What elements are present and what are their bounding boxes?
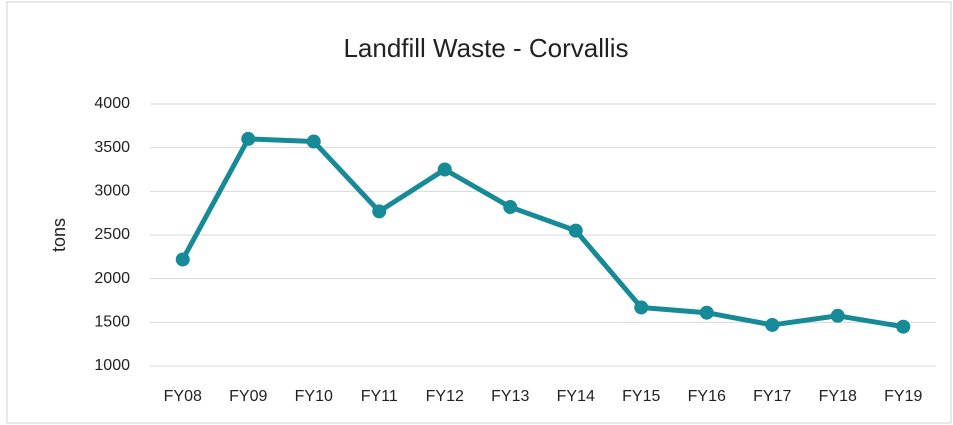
data-point [175,252,190,267]
data-point [306,134,321,149]
chart-border [6,1,952,424]
x-tick-label: FY13 [491,388,529,405]
y-tick-label: 1000 [94,357,130,374]
data-line [180,136,904,330]
x-tick-label: FY17 [753,388,791,405]
data-point [634,300,649,315]
x-tick-label: FY15 [622,388,660,405]
y-tick-label: 2000 [94,270,130,287]
x-tick-label: FY18 [819,388,857,405]
data-point [896,319,911,334]
chart-title: Landfill Waste - Corvallis [343,33,628,63]
x-tick-label: FY08 [164,388,202,405]
data-point [830,308,845,323]
data-point [372,204,387,219]
data-point [568,223,583,238]
data-point [765,317,780,332]
x-tick-label: FY12 [426,388,464,405]
y-tick-label: 3500 [94,139,130,156]
data-point [699,305,714,320]
x-tick-label: FY16 [688,388,726,405]
x-tick-label: FY11 [361,388,398,405]
x-tick-label: FY10 [295,388,333,405]
x-tick-label: FY09 [229,388,267,405]
data-point [437,162,452,177]
y-tick-label: 1500 [94,314,130,331]
x-tick-label: FY19 [884,388,922,405]
data-point [503,200,518,215]
y-tick-label: 2500 [94,226,130,243]
y-axis-label: tons [49,218,69,252]
x-tick-label: FY14 [557,388,595,405]
y-tick-label: 4000 [94,95,130,112]
data-point [241,131,256,146]
y-tick-label: 3000 [94,183,130,200]
